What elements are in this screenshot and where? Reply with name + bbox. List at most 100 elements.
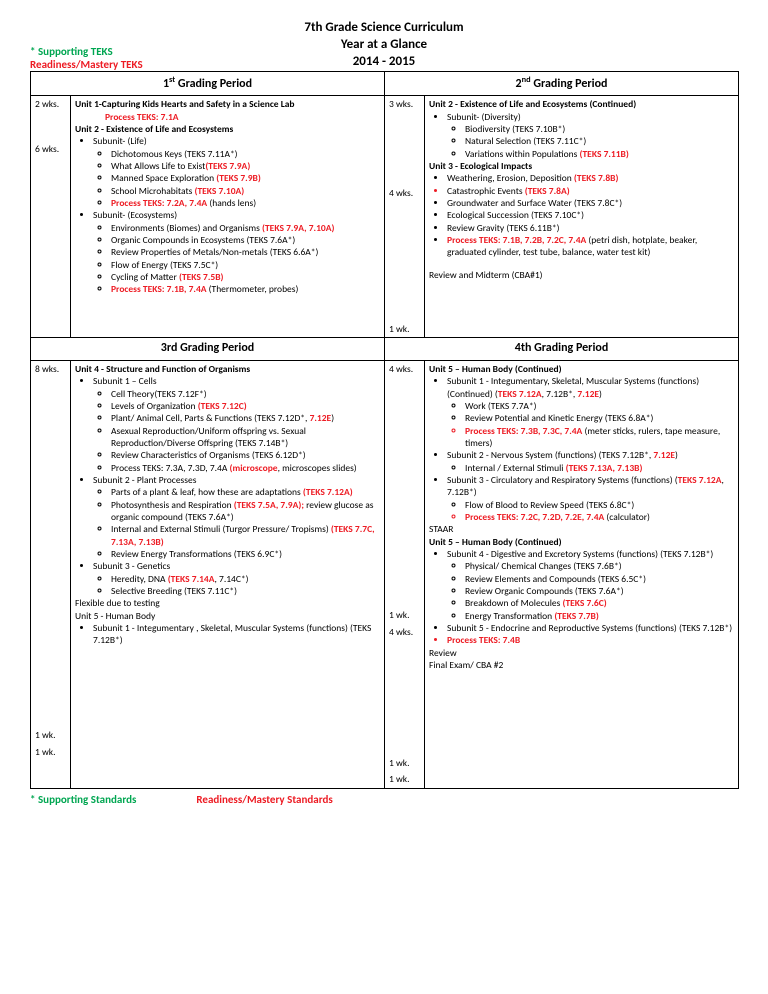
list-item: Organic Compounds in Ecosystems (TEKS 7.… xyxy=(111,234,380,246)
list-item: Levels of Organization (TEKS 7.12C) xyxy=(111,400,380,412)
list-item: Environments (Biomes) and Organisms (TEK… xyxy=(111,222,380,234)
list-item: Internal / External Stimuli (TEKS 7.13A,… xyxy=(465,462,734,474)
list-item: Groundwater and Surface Water (TEKS 7.8C… xyxy=(447,197,734,209)
title-l3: 2014 - 2015 xyxy=(210,54,558,71)
list-item: Heredity, DNA (TEKS 7.14A, 7.14C*) xyxy=(111,573,380,585)
list-item: Dichotomous Keys (TEKS 7.11A*) xyxy=(111,148,380,160)
subunit: Subunit 3 - Circulatory and Respiratory … xyxy=(447,474,734,523)
duration-value: 1 wk. xyxy=(389,773,420,785)
duration-value: 2 wks. xyxy=(35,98,66,110)
list-item: Process TEKS: 7.2A, 7.4A (hands lens) xyxy=(111,197,380,209)
final-note: Final Exam/ CBA #2 xyxy=(429,659,734,671)
footer-supporting: * Supporting Standards xyxy=(30,793,136,806)
duration-value: 3 wks. xyxy=(389,98,420,110)
list-item: Ecological Succession (TEKS 7.10C*) xyxy=(447,209,734,221)
list-item: Process TEKS: 7.3A, 7.3D, 7.4A (microsco… xyxy=(111,462,380,474)
legend: * Supporting TEKS Readiness/Mastery TEKS xyxy=(30,45,210,71)
list-item: Work (TEKS 7.7A*) xyxy=(465,400,734,412)
list-item: Internal and External Stimuli (Turgor Pr… xyxy=(111,523,380,548)
unit-title: Unit 4 - Structure and Function of Organ… xyxy=(75,363,380,375)
header-p1: 1st Grading Period xyxy=(31,71,385,96)
list-item: Review Organic Compounds (TEKS 7.6A*) xyxy=(465,585,734,597)
list-item: Flow of Energy (TEKS 7.5C*) xyxy=(111,259,380,271)
list-item: Process TEKS: 7.2C, 7.2D, 7.2E, 7.4A (ca… xyxy=(465,511,734,523)
subunit: Subunit 2 - Plant Processes Parts of a p… xyxy=(93,474,380,560)
duration-value: 8 wks. xyxy=(35,363,66,375)
list-item: Cell Theory(TEKS 7.12F*) xyxy=(111,388,380,400)
list-item: Review Characteristics of Organisms (TEK… xyxy=(111,449,380,461)
list-item: Review Properties of Metals/Non-metals (… xyxy=(111,246,380,258)
flexible-note: Flexible due to testing xyxy=(75,597,380,609)
p4-duration: 4 wks. 1 wk. 4 wks. 1 wk. 1 wk. xyxy=(385,360,425,788)
unit-title: Unit 5 – Human Body (Continued) xyxy=(429,536,734,548)
page-title: 7th Grade Science Curriculum Year at a G… xyxy=(210,20,558,71)
subunit: Subunit 1 – Cells Cell Theory(TEKS 7.12F… xyxy=(93,375,380,474)
curriculum-table: 1st Grading Period 2nd Grading Period 2 … xyxy=(30,71,739,789)
staar-note: STAAR xyxy=(429,523,734,535)
list-item: Process TEKS: 7.1B, 7.2B, 7.2C, 7.4A (pe… xyxy=(447,234,734,259)
subunit: Subunit 5 - Endocrine and Reproductive S… xyxy=(447,622,734,634)
list-item: Energy Transformation (TEKS 7.7B) xyxy=(465,610,734,622)
unit-title: Unit 3 - Ecological Impacts xyxy=(429,160,734,172)
list-item: Review Potential and Kinetic Energy (TEK… xyxy=(465,412,734,424)
list-item: Plant/ Animal Cell, Parts & Functions (T… xyxy=(111,412,380,424)
subunit: Subunit 3 - Genetics Heredity, DNA (TEKS… xyxy=(93,560,380,597)
subunit: Subunit- (Diversity) Biodiversity (TEKS … xyxy=(447,111,734,160)
legend-readiness: Readiness/Mastery TEKS xyxy=(30,58,210,71)
footer: * Supporting Standards Readiness/Mastery… xyxy=(30,793,738,806)
duration-value: 4 wks. xyxy=(389,626,420,638)
header-p2: 2nd Grading Period xyxy=(385,71,739,96)
duration-value: 4 wks. xyxy=(389,363,420,375)
list-item: Subunit 1 - Integumentary , Skeletal, Mu… xyxy=(93,622,380,647)
subunit: Subunit 1 - Integumentary, Skeletal, Mus… xyxy=(447,375,734,449)
list-item: Process TEKS: 7.1B, 7.4A (Thermometer, p… xyxy=(111,283,380,295)
list-item: What Allows Life to Exist(TEKS 7.9A) xyxy=(111,160,380,172)
review-note: Review and Midterm (CBA#1) xyxy=(429,269,734,281)
list-item: Natural Selection (TEKS 7.11C*) xyxy=(465,135,734,147)
list-item: Manned Space Exploration (TEKS 7.9B) xyxy=(111,172,380,184)
list-item: Cycling of Matter (TEKS 7.5B) xyxy=(111,271,380,283)
subunit: Subunit- (Ecosystems) Environments (Biom… xyxy=(93,209,380,295)
duration-value: 1 wk. xyxy=(389,323,420,335)
list-item: Parts of a plant & leaf, how these are a… xyxy=(111,486,380,498)
unit-title: Unit 2 - Existence of Life and Ecosystem… xyxy=(75,123,380,135)
list-item: Selective Breeding (TEKS 7.11C*) xyxy=(111,585,380,597)
footer-readiness: Readiness/Mastery Standards xyxy=(196,793,332,806)
p1-duration: 2 wks. 6 wks. xyxy=(31,96,71,338)
list-item: Catastrophic Events (TEKS 7.8A) xyxy=(447,185,734,197)
duration-value: 1 wk. xyxy=(35,729,66,741)
list-item: Biodiversity (TEKS 7.10B*) xyxy=(465,123,734,135)
p1-content: Unit 1-Capturing Kids Hearts and Safety … xyxy=(71,96,385,338)
subunit: Subunit 4 - Digestive and Excretory Syst… xyxy=(447,548,734,622)
p4-content: Unit 5 – Human Body (Continued) Subunit … xyxy=(425,360,739,788)
legend-supporting: * Supporting TEKS xyxy=(30,45,210,58)
p2-content: Unit 2 - Existence of Life and Ecosystem… xyxy=(425,96,739,338)
subunit: Subunit- (Life) Dichotomous Keys (TEKS 7… xyxy=(93,135,380,209)
list-item: School Microhabitats (TEKS 7.10A) xyxy=(111,185,380,197)
list-item: Process TEKS: 7.4B xyxy=(447,634,734,646)
unit-title: Unit 1-Capturing Kids Hearts and Safety … xyxy=(75,98,380,110)
list-item: Weathering, Erosion, Deposition (TEKS 7.… xyxy=(447,172,734,184)
review-note: Review xyxy=(429,647,734,659)
duration-value: 4 wks. xyxy=(389,187,420,199)
subunit: Subunit 2 - Nervous System (functions) (… xyxy=(447,449,734,474)
list-item: Photosynthesis and Respiration (TEKS 7.5… xyxy=(111,499,380,524)
process-teks: Process TEKS: 7.1A xyxy=(75,111,380,123)
p3-duration: 8 wks. 1 wk. 1 wk. xyxy=(31,360,71,788)
list-item: Asexual Reproduction/Uniform offspring v… xyxy=(111,425,380,450)
list-item: Flow of Blood to Review Speed (TEKS 6.8C… xyxy=(465,499,734,511)
list-item: Breakdown of Molecules (TEKS 7.6C) xyxy=(465,597,734,609)
header-p3: 3rd Grading Period xyxy=(31,338,385,361)
list-item: Review Gravity (TEKS 6.11B*) xyxy=(447,222,734,234)
header-p4: 4th Grading Period xyxy=(385,338,739,361)
unit-title: Unit 2 - Existence of Life and Ecosystem… xyxy=(429,98,734,110)
duration-value: 6 wks. xyxy=(35,143,66,155)
unit-title: Unit 5 - Human Body xyxy=(75,610,380,622)
p2-duration: 3 wks. 4 wks. 1 wk. xyxy=(385,96,425,338)
list-item: Review Elements and Compounds (TEKS 6.5C… xyxy=(465,573,734,585)
list-item: Review Energy Transformations (TEKS 6.9C… xyxy=(111,548,380,560)
duration-value: 1 wk. xyxy=(389,757,420,769)
list-item: Process TEKS: 7.3B, 7.3C, 7.4A (meter st… xyxy=(465,425,734,450)
duration-value: 1 wk. xyxy=(35,746,66,758)
header: * Supporting TEKS Readiness/Mastery TEKS… xyxy=(30,20,738,71)
